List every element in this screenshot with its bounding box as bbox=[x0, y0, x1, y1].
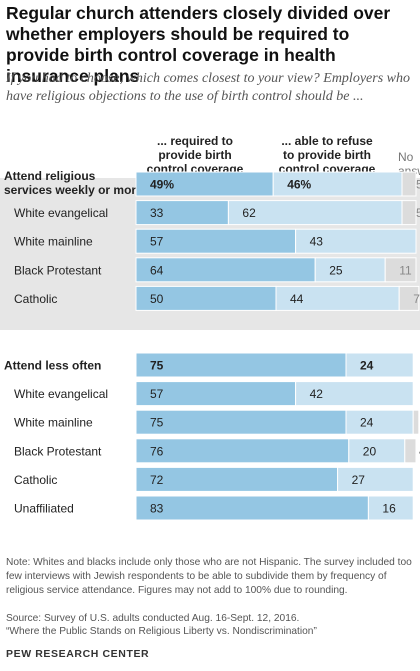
bar-refuse-g2-r6 bbox=[367, 495, 414, 521]
row-label-g1-r3: White mainline bbox=[14, 235, 93, 249]
row-label-g2-r4: Black Protestant bbox=[14, 444, 102, 458]
value-label-refuse-g2-r2: 42 bbox=[310, 387, 324, 401]
value-label-no_answer-g1-r1: 5% bbox=[416, 178, 420, 192]
bar-refuse-g2-r3 bbox=[345, 409, 414, 435]
bar-refuse-g2-r4 bbox=[348, 438, 406, 464]
bar-required-g2-r3 bbox=[135, 409, 347, 435]
value-label-no_answer-g1-r5: 7 bbox=[413, 292, 420, 306]
bar-required-g2-r2 bbox=[135, 381, 297, 407]
row-label-g2-r5: Catholic bbox=[14, 473, 57, 487]
value-label-refuse-g2-r6: 16 bbox=[382, 502, 396, 516]
value-label-required-g2-r2: 57 bbox=[150, 387, 164, 401]
column-header-refuse-line-1: ... able to refuse bbox=[281, 134, 373, 148]
column-header-required-line-2: provide birth bbox=[158, 148, 232, 162]
value-label-no_answer-g1-r2: 5 bbox=[416, 206, 420, 220]
bar-no_answer-g1-r4 bbox=[384, 257, 417, 283]
chart-source: Source: Survey of U.S. adults conducted … bbox=[6, 613, 300, 624]
value-label-refuse-g2-r5: 27 bbox=[352, 473, 366, 487]
row-label-g2-r6: Unaffiliated bbox=[14, 502, 74, 516]
row-label-g2-r2: White evangelical bbox=[14, 387, 108, 401]
value-label-refuse-g1-r5: 44 bbox=[290, 292, 304, 306]
value-label-refuse-g2-r1: 24 bbox=[360, 359, 374, 373]
bar-refuse-g2-r5 bbox=[337, 466, 414, 492]
row-label-g1-r2: White evangelical bbox=[14, 206, 108, 220]
bar-required-g1-r3 bbox=[135, 228, 297, 254]
bar-required-g2-r1 bbox=[135, 352, 347, 378]
bar-refuse-g1-r4 bbox=[314, 257, 386, 283]
value-label-refuse-g1-r2: 62 bbox=[242, 206, 256, 220]
bar-no_answer-g1-r2 bbox=[401, 200, 417, 226]
bar-no_answer-g2-r4 bbox=[404, 438, 417, 464]
value-label-required-g1-r5: 50 bbox=[150, 292, 164, 306]
bar-refuse-g1-r3 bbox=[295, 228, 417, 254]
column-header-refuse-line-2: to provide birth bbox=[283, 148, 371, 162]
value-label-required-g1-r4: 64 bbox=[150, 263, 164, 277]
chart-title: Regular church attenders closely divided… bbox=[6, 3, 391, 86]
bar-required-g2-r4 bbox=[135, 438, 350, 464]
bar-no_answer-g1-r5 bbox=[398, 285, 420, 311]
value-label-required-g1-r3: 57 bbox=[150, 235, 164, 249]
bar-required-g1-r2 bbox=[135, 200, 229, 226]
chart-report-title: “Where the Public Stands on Religious Li… bbox=[6, 626, 317, 637]
bar-required-g1-r1 bbox=[135, 171, 274, 197]
value-label-required-g1-r2: 33 bbox=[150, 206, 164, 220]
bar-refuse-g1-r1 bbox=[272, 171, 403, 197]
bar-refuse-g1-r5 bbox=[275, 285, 400, 311]
bar-no_answer-g2-r3 bbox=[412, 409, 420, 435]
value-label-required-g2-r4: 76 bbox=[150, 444, 164, 458]
chart-subtitle: If you had to choose, which comes closes… bbox=[6, 71, 410, 104]
value-label-refuse-g1-r1: 46% bbox=[287, 178, 311, 192]
bar-required-g1-r5 bbox=[135, 285, 277, 311]
value-label-required-g2-r1: 75 bbox=[150, 359, 164, 373]
value-label-no_answer-g1-r4: 11 bbox=[399, 263, 412, 277]
column-header-no-answer-line-1: No bbox=[398, 150, 414, 164]
row-label-g1-r4: Black Protestant bbox=[14, 263, 102, 277]
bar-required-g2-r6 bbox=[135, 495, 369, 521]
row-label-g2-r3: White mainline bbox=[14, 416, 93, 430]
bar-required-g2-r5 bbox=[135, 466, 339, 492]
chart-note: Note: Whites and blacks include only tho… bbox=[6, 557, 412, 596]
value-label-required-g2-r6: 83 bbox=[150, 502, 164, 516]
column-header-required-line-1: ... required to bbox=[156, 134, 233, 148]
bar-refuse-g2-r2 bbox=[295, 381, 414, 407]
value-label-required-g2-r3: 75 bbox=[150, 416, 164, 430]
value-label-refuse-g1-r4: 25 bbox=[329, 263, 343, 277]
value-label-required-g2-r5: 72 bbox=[150, 473, 164, 487]
row-label-g1-r5: Catholic bbox=[14, 292, 57, 306]
value-label-required-g1-r1: 49% bbox=[150, 178, 174, 192]
value-label-refuse-g2-r3: 24 bbox=[360, 416, 374, 430]
value-label-refuse-g2-r4: 20 bbox=[363, 444, 377, 458]
value-label-no_answer-g2-r4: 4 bbox=[419, 444, 420, 458]
bar-refuse-g1-r2 bbox=[227, 200, 403, 226]
bar-refuse-g2-r1 bbox=[345, 352, 414, 378]
bar-required-g1-r4 bbox=[135, 257, 316, 283]
bar-no_answer-g1-r1 bbox=[401, 171, 417, 197]
row-label-g1-r1: Attend religious services weekly or more bbox=[4, 169, 143, 197]
pew-research-center-logo: PEW RESEARCH CENTER bbox=[6, 648, 150, 660]
row-label-g2-r1: Attend less often bbox=[4, 359, 101, 373]
value-label-refuse-g1-r3: 43 bbox=[310, 235, 324, 249]
